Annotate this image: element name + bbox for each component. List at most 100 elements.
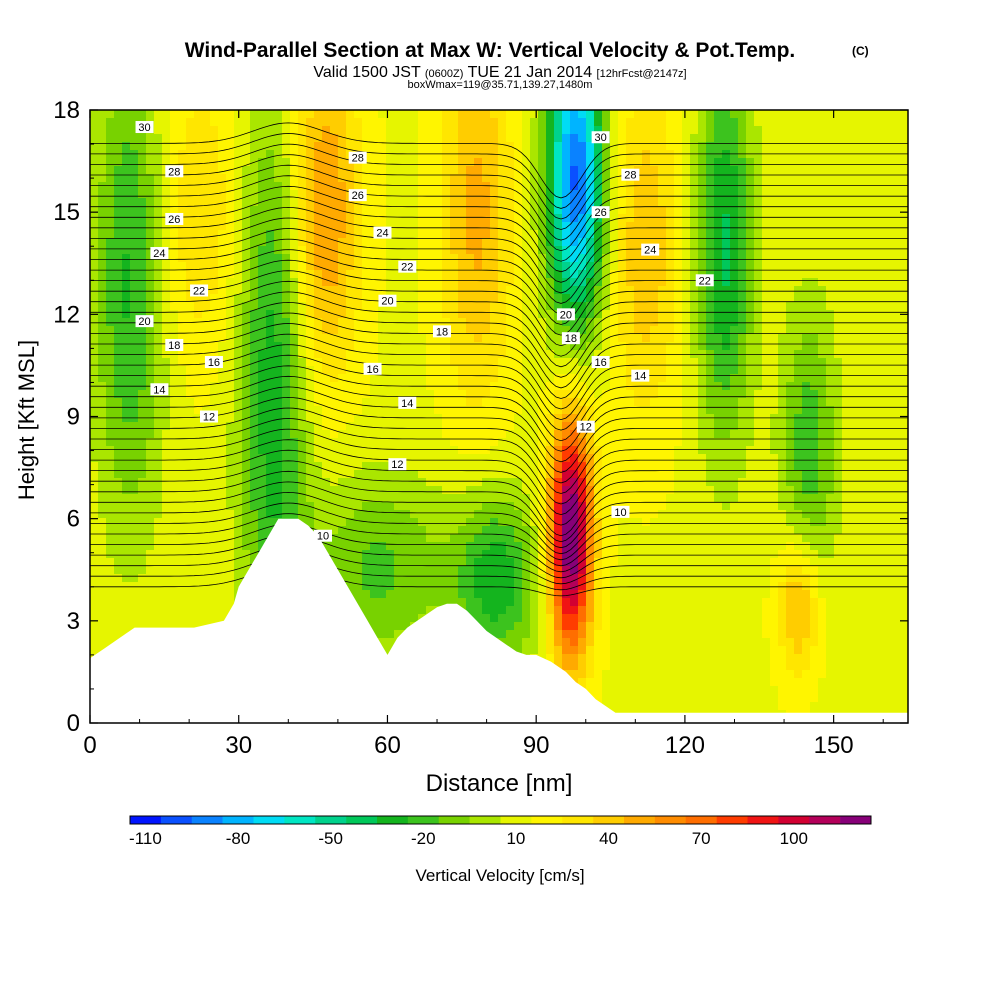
field-cell bbox=[130, 302, 139, 311]
field-cell bbox=[690, 318, 699, 327]
field-cell bbox=[370, 478, 379, 487]
field-cell bbox=[402, 190, 411, 199]
field-cell bbox=[218, 166, 227, 175]
field-cell bbox=[314, 422, 323, 431]
field-cell bbox=[402, 238, 411, 247]
field-cell bbox=[482, 230, 491, 239]
field-cell bbox=[378, 214, 387, 223]
field-cell bbox=[338, 166, 347, 175]
field-cell bbox=[554, 198, 563, 207]
field-cell bbox=[626, 262, 635, 271]
field-cell bbox=[682, 302, 691, 311]
field-cell bbox=[354, 350, 363, 359]
field-cell bbox=[210, 142, 219, 151]
field-cell bbox=[170, 390, 179, 399]
field-cell bbox=[698, 230, 707, 239]
field-cell bbox=[258, 454, 267, 463]
field-cell bbox=[530, 486, 539, 495]
field-cell bbox=[314, 222, 323, 231]
field-cell bbox=[218, 470, 227, 479]
field-cell bbox=[98, 438, 107, 447]
field-cell bbox=[482, 390, 491, 399]
field-cell bbox=[754, 334, 763, 343]
field-cell bbox=[618, 382, 627, 391]
field-cell bbox=[426, 182, 435, 191]
field-cell bbox=[90, 294, 99, 303]
field-cell bbox=[562, 134, 571, 143]
field-cell bbox=[354, 206, 363, 215]
field-cell bbox=[794, 246, 803, 255]
field-cell bbox=[498, 414, 507, 423]
field-cell bbox=[770, 358, 779, 367]
field-cell bbox=[346, 110, 355, 119]
field-cell bbox=[266, 390, 275, 399]
field-cell bbox=[786, 478, 795, 487]
field-cell bbox=[698, 214, 707, 223]
field-cell bbox=[386, 446, 395, 455]
field-cell bbox=[642, 398, 651, 407]
field-cell bbox=[330, 238, 339, 247]
field-cell bbox=[418, 390, 427, 399]
field-cell bbox=[786, 158, 795, 167]
field-cell bbox=[818, 158, 827, 167]
field-cell bbox=[210, 478, 219, 487]
field-cell bbox=[210, 238, 219, 247]
field-cell bbox=[858, 446, 867, 455]
field-cell bbox=[490, 302, 499, 311]
field-cell bbox=[490, 398, 499, 407]
field-cell bbox=[274, 206, 283, 215]
field-cell bbox=[426, 126, 435, 135]
field-cell bbox=[426, 438, 435, 447]
field-cell bbox=[250, 414, 259, 423]
field-cell bbox=[402, 326, 411, 335]
field-cell bbox=[378, 406, 387, 415]
field-cell bbox=[722, 126, 731, 135]
field-cell bbox=[202, 366, 211, 375]
field-cell bbox=[842, 462, 851, 471]
field-cell bbox=[506, 110, 515, 119]
field-cell bbox=[354, 286, 363, 295]
field-cell bbox=[114, 214, 123, 223]
field-cell bbox=[114, 126, 123, 135]
field-cell bbox=[658, 214, 667, 223]
field-cell bbox=[626, 198, 635, 207]
field-cell bbox=[282, 166, 291, 175]
field-cell bbox=[370, 158, 379, 167]
field-cell bbox=[194, 206, 203, 215]
field-cell bbox=[530, 454, 539, 463]
field-cell bbox=[474, 422, 483, 431]
field-cell bbox=[818, 366, 827, 375]
field-cell bbox=[178, 470, 187, 479]
field-cell bbox=[90, 406, 99, 415]
field-cell bbox=[778, 478, 787, 487]
field-cell bbox=[834, 286, 843, 295]
field-cell bbox=[714, 254, 723, 263]
field-cell bbox=[562, 238, 571, 247]
field-cell bbox=[114, 454, 123, 463]
field-cell bbox=[218, 286, 227, 295]
field-cell bbox=[458, 158, 467, 167]
field-cell bbox=[570, 350, 579, 359]
field-cell bbox=[810, 366, 819, 375]
field-cell bbox=[610, 214, 619, 223]
field-cell bbox=[474, 118, 483, 127]
field-cell bbox=[906, 158, 908, 167]
field-cell bbox=[490, 374, 499, 383]
field-cell bbox=[618, 246, 627, 255]
field-cell bbox=[218, 270, 227, 279]
field-cell bbox=[498, 190, 507, 199]
field-cell bbox=[442, 214, 451, 223]
field-cell bbox=[242, 366, 251, 375]
field-cell bbox=[898, 454, 907, 463]
field-cell bbox=[178, 190, 187, 199]
field-cell bbox=[162, 374, 171, 383]
field-cell bbox=[234, 182, 243, 191]
field-cell bbox=[714, 270, 723, 279]
field-cell bbox=[722, 134, 731, 143]
field-cell bbox=[338, 478, 347, 487]
field-cell bbox=[498, 398, 507, 407]
field-cell bbox=[530, 134, 539, 143]
field-cell bbox=[354, 166, 363, 175]
field-cell bbox=[522, 382, 531, 391]
field-cell bbox=[874, 126, 883, 135]
